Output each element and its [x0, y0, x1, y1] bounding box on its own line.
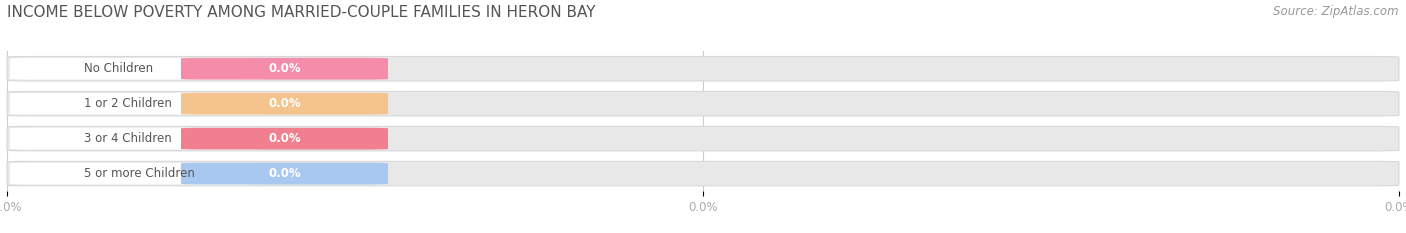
FancyBboxPatch shape — [7, 57, 1399, 81]
Text: 5 or more Children: 5 or more Children — [84, 167, 194, 180]
Text: Source: ZipAtlas.com: Source: ZipAtlas.com — [1274, 5, 1399, 18]
Text: 0.0%: 0.0% — [269, 167, 301, 180]
Text: 0.0%: 0.0% — [269, 97, 301, 110]
FancyBboxPatch shape — [10, 163, 266, 185]
Text: 3 or 4 Children: 3 or 4 Children — [84, 132, 172, 145]
FancyBboxPatch shape — [7, 161, 1399, 186]
FancyBboxPatch shape — [7, 126, 1399, 151]
FancyBboxPatch shape — [10, 128, 266, 150]
FancyBboxPatch shape — [181, 163, 388, 185]
FancyBboxPatch shape — [181, 93, 388, 115]
Text: 0.0%: 0.0% — [269, 132, 301, 145]
FancyBboxPatch shape — [10, 58, 266, 80]
FancyBboxPatch shape — [181, 128, 388, 150]
Text: 0.0%: 0.0% — [269, 62, 301, 75]
FancyBboxPatch shape — [7, 92, 1399, 116]
Text: No Children: No Children — [84, 62, 153, 75]
Text: INCOME BELOW POVERTY AMONG MARRIED-COUPLE FAMILIES IN HERON BAY: INCOME BELOW POVERTY AMONG MARRIED-COUPL… — [7, 5, 596, 20]
FancyBboxPatch shape — [10, 93, 266, 115]
FancyBboxPatch shape — [181, 58, 388, 80]
Text: 1 or 2 Children: 1 or 2 Children — [84, 97, 172, 110]
